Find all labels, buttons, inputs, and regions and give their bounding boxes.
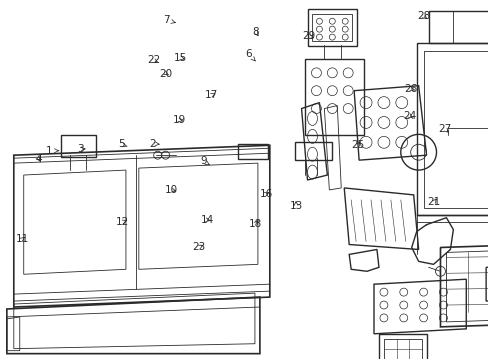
Text: 29: 29 xyxy=(302,31,316,41)
Text: 12: 12 xyxy=(116,217,129,227)
Text: 8: 8 xyxy=(252,27,259,37)
Text: 16: 16 xyxy=(260,189,273,199)
Text: 21: 21 xyxy=(427,197,441,207)
Text: 1: 1 xyxy=(46,146,59,156)
Text: 24: 24 xyxy=(404,111,417,121)
Text: 15: 15 xyxy=(174,53,188,63)
Text: 19: 19 xyxy=(173,115,186,125)
Text: 9: 9 xyxy=(200,157,210,166)
Text: 2: 2 xyxy=(149,139,159,149)
Bar xyxy=(238,144,268,159)
Text: 26: 26 xyxy=(405,84,418,94)
Text: 6: 6 xyxy=(245,49,255,61)
Text: 28: 28 xyxy=(417,12,431,21)
Text: 14: 14 xyxy=(200,215,214,225)
Text: 4: 4 xyxy=(35,154,42,163)
Text: 27: 27 xyxy=(439,124,452,134)
Text: 3: 3 xyxy=(77,144,85,154)
Text: 5: 5 xyxy=(118,139,127,149)
Bar xyxy=(384,339,421,360)
Bar xyxy=(379,334,427,360)
Text: 18: 18 xyxy=(249,219,262,229)
Text: 20: 20 xyxy=(160,68,173,78)
Text: 22: 22 xyxy=(147,55,160,65)
Text: 13: 13 xyxy=(290,201,303,211)
Text: 17: 17 xyxy=(205,90,219,100)
Text: 11: 11 xyxy=(16,234,29,244)
Bar xyxy=(294,142,332,160)
Bar xyxy=(61,135,96,157)
Text: 25: 25 xyxy=(351,140,365,150)
Text: 10: 10 xyxy=(165,185,178,195)
Text: 23: 23 xyxy=(192,242,205,252)
Text: 7: 7 xyxy=(163,15,175,25)
